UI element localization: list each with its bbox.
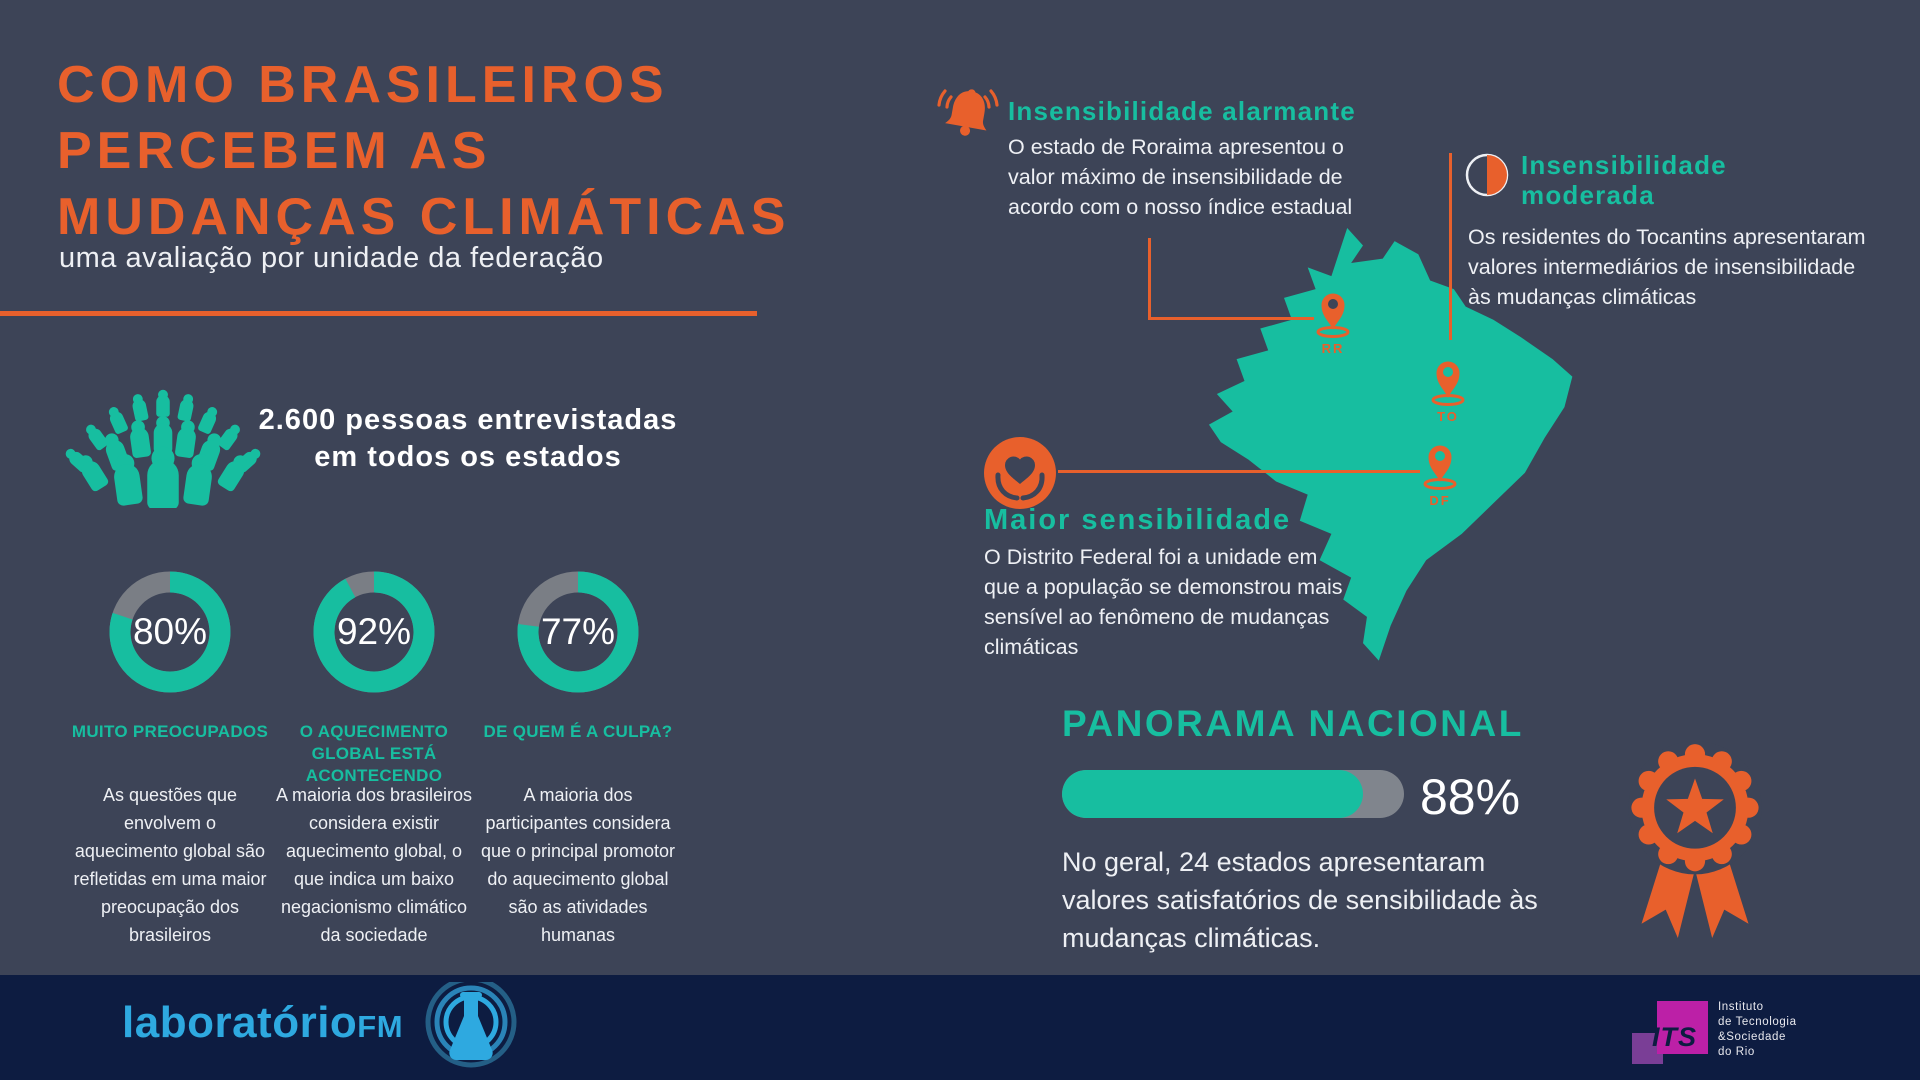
connector-sensibilidade-horizontal bbox=[1058, 470, 1420, 473]
donut-description: A maioria dos brasileiros considera exis… bbox=[275, 785, 473, 945]
map-pin-to: TO bbox=[1431, 361, 1465, 424]
brand-suffix: FM bbox=[357, 1009, 404, 1044]
footer-bar bbox=[0, 975, 1920, 1080]
heart-hands-icon bbox=[984, 437, 1056, 509]
donut-chart-80 bbox=[109, 571, 231, 693]
its-name-line-1: Instituto bbox=[1718, 1001, 1764, 1013]
its-logo-name: Instituto de Tecnologia &Sociedade do Ri… bbox=[1718, 1000, 1797, 1060]
connector-alarmante-vertical bbox=[1148, 238, 1151, 320]
panorama-body: No geral, 24 estados apresentaram valore… bbox=[1062, 847, 1538, 953]
flask-broadcast-icon bbox=[425, 982, 517, 1068]
its-logo-magenta-square bbox=[1657, 1001, 1708, 1054]
brazil-map bbox=[1208, 228, 1573, 661]
its-name-line-3: &Sociedade bbox=[1718, 1031, 1787, 1043]
donut-label: O AQUECIMENTO GLOBAL ESTÁ ACONTECENDO bbox=[299, 722, 449, 785]
connector-moderada-vertical bbox=[1449, 153, 1452, 340]
map-pin-label-rr: RR bbox=[1322, 341, 1345, 356]
donut-card-culpa: 77% DE QUEM É A CULPA? A maioria dos par… bbox=[476, 570, 680, 949]
title-line-2: PERCEBEM AS bbox=[57, 122, 492, 180]
alarmante-title: Insensibilidade alarmante bbox=[1008, 96, 1356, 126]
its-name-line-4: do Rio bbox=[1718, 1046, 1755, 1058]
survey-headline-line-1: 2.600 pessoas entrevistadas bbox=[258, 404, 678, 436]
survey-headline-line-2: em todos os estados bbox=[314, 441, 622, 473]
half-circle-icon bbox=[1465, 153, 1509, 197]
map-pin-rr: RR bbox=[1316, 293, 1350, 356]
crowd-people-icon bbox=[62, 389, 264, 508]
donut-card-aquecimento: 92% O AQUECIMENTO GLOBAL ESTÁ ACONTECEND… bbox=[272, 570, 476, 949]
connector-alarmante-horizontal bbox=[1148, 317, 1314, 320]
sensibilidade-title: Maior sensibilidade bbox=[984, 504, 1292, 536]
donut-label: MUITO PREOCUPADOS bbox=[71, 722, 269, 741]
donut-percent: 77% bbox=[540, 611, 616, 652]
donut-description: As questões que envolvem o aquecimento g… bbox=[73, 785, 267, 945]
panorama-percent: 88% bbox=[1420, 769, 1521, 825]
map-pin-df: DF bbox=[1423, 445, 1457, 508]
brand-name: laboratório bbox=[122, 998, 358, 1047]
laboratoriofm-logo: laboratório FM bbox=[122, 998, 403, 1048]
moderada-title: Insensibilidade moderada bbox=[1521, 150, 1727, 210]
donut-description: A maioria dos participantes considera qu… bbox=[480, 785, 676, 945]
award-ribbon-icon bbox=[1628, 741, 1762, 938]
panorama-title: PANORAMA NACIONAL bbox=[1062, 703, 1524, 744]
map-pin-label-to: TO bbox=[1437, 409, 1459, 424]
map-pin-label-df: DF bbox=[1429, 493, 1450, 508]
page-title: COMO BRASILEIROS PERCEBEM AS MUDANÇAS CL… bbox=[57, 52, 790, 250]
title-line-1: COMO BRASILEIROS bbox=[57, 56, 669, 114]
donut-percent: 92% bbox=[336, 611, 412, 652]
donut-chart-77 bbox=[517, 571, 639, 693]
donut-chart-92 bbox=[313, 571, 435, 693]
sensibilidade-body: O Distrito Federal foi a unidade em que … bbox=[984, 545, 1343, 659]
its-name-line-2: de Tecnologia bbox=[1718, 1016, 1797, 1028]
panorama-bar-fill bbox=[1062, 770, 1363, 818]
title-line-3: MUDANÇAS CLIMÁTICAS bbox=[57, 188, 791, 246]
alarmante-body: O estado de Roraima apresentou o valor m… bbox=[1008, 135, 1353, 219]
header-divider bbox=[0, 311, 757, 316]
donut-label: DE QUEM É A CULPA? bbox=[483, 722, 673, 741]
panorama-progress-bar bbox=[1062, 770, 1404, 818]
its-logo-acronym: ITS bbox=[1652, 1022, 1698, 1052]
donut-percent: 80% bbox=[132, 611, 208, 652]
page-subtitle: uma avaliação por unidade da federação bbox=[59, 242, 604, 274]
alarm-bell-icon bbox=[937, 89, 999, 136]
donut-card-preocupados: 80% MUITO PREOCUPADOS As questões que en… bbox=[68, 570, 272, 949]
survey-headline: 2.600 pessoas entrevistadas em todos os … bbox=[258, 402, 678, 476]
donut-charts-row: 80% MUITO PREOCUPADOS As questões que en… bbox=[68, 570, 680, 949]
moderada-body: Os residentes do Tocantins apresentaram … bbox=[1468, 225, 1866, 309]
